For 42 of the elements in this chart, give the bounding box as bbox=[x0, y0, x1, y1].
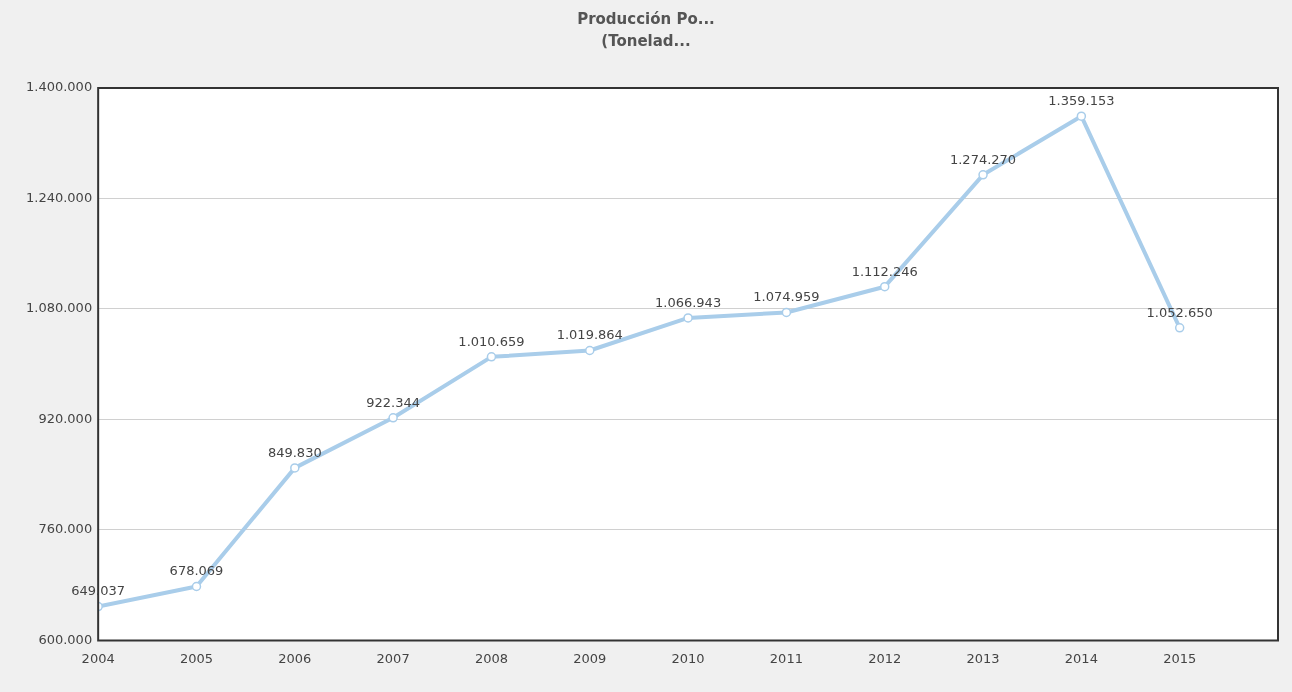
y-tick-label: 600.000 bbox=[38, 631, 93, 647]
data-label: 922.344 bbox=[366, 394, 420, 410]
point bbox=[683, 313, 693, 323]
point bbox=[978, 170, 988, 180]
y-tick-label: 1.080.000 bbox=[25, 300, 93, 316]
x-tick-label: 2008 bbox=[474, 650, 508, 666]
point bbox=[585, 345, 595, 356]
x-tick-label: 2006 bbox=[278, 650, 312, 666]
chart-title: Producción Po... bbox=[576, 9, 716, 30]
point bbox=[1076, 111, 1087, 121]
x-tick-label: 2013 bbox=[966, 650, 1000, 666]
x-tick-label: 2014 bbox=[1064, 650, 1098, 666]
y-tick-label: 1.240.000 bbox=[25, 189, 93, 205]
data-label: 849.830 bbox=[267, 444, 322, 460]
x-tick-label: 2012 bbox=[868, 650, 902, 666]
data-label: 1.010.659 bbox=[458, 333, 525, 349]
data-label: 678.069 bbox=[169, 563, 224, 579]
data-label: 1.019.864 bbox=[556, 327, 623, 343]
data-label: 1.074.959 bbox=[753, 289, 820, 305]
x-tick-label: 2004 bbox=[81, 650, 115, 666]
point bbox=[1174, 323, 1185, 333]
point bbox=[191, 581, 202, 592]
x-tick-label: 2010 bbox=[671, 650, 705, 666]
point bbox=[290, 463, 300, 473]
point bbox=[879, 281, 890, 292]
data-label: 1.052.650 bbox=[1146, 304, 1213, 320]
x-tick-label: 2009 bbox=[573, 650, 607, 666]
data-label: 1.066.943 bbox=[654, 294, 722, 310]
data-label: 1.274.270 bbox=[949, 151, 1017, 167]
y-tick-label: 1.400.000 bbox=[25, 79, 93, 95]
data-label: 1.112.246 bbox=[851, 263, 918, 279]
point bbox=[781, 307, 792, 318]
x-tick-label: 2015 bbox=[1163, 650, 1197, 666]
data-label: 1.359.153 bbox=[1048, 93, 1115, 109]
x-tick-label: 2007 bbox=[376, 650, 410, 666]
chart-subtitle: (Tonelad... bbox=[600, 31, 692, 52]
point bbox=[486, 352, 497, 362]
point bbox=[388, 413, 398, 423]
y-tick-label: 760.000 bbox=[38, 521, 93, 537]
x-tick-label: 2011 bbox=[769, 650, 803, 666]
x-tick-label: 2005 bbox=[179, 650, 214, 666]
y-tick-label: 920.000 bbox=[38, 410, 93, 426]
